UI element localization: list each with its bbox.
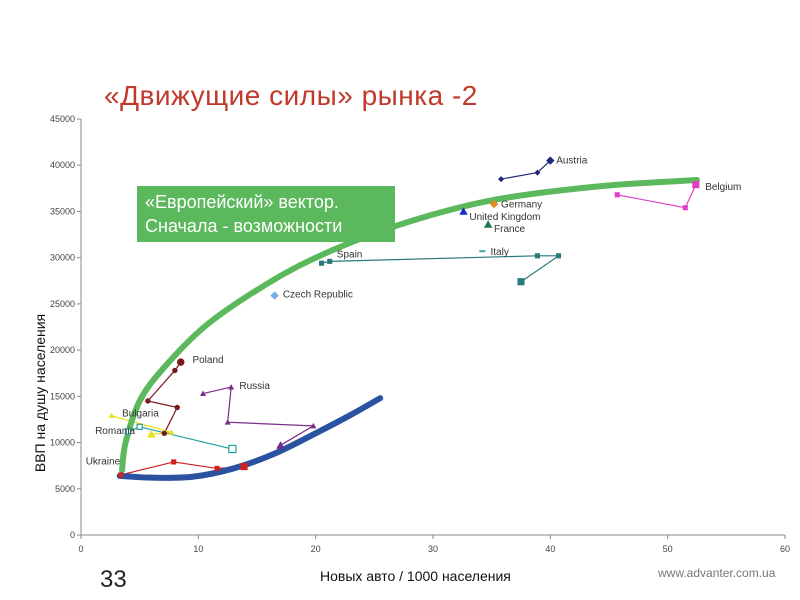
data-point-poland bbox=[161, 430, 168, 437]
series-line-belgium bbox=[617, 184, 697, 209]
data-point-belgium bbox=[682, 205, 688, 211]
x-tick-label: 40 bbox=[545, 544, 555, 554]
data-point-ukraine bbox=[240, 463, 248, 471]
data-point-germany bbox=[489, 199, 499, 209]
data-point-spain bbox=[327, 258, 333, 264]
y-tick-label: 25000 bbox=[50, 299, 75, 309]
series-markers bbox=[108, 156, 700, 478]
footer-url: www.advanter.com.ua bbox=[658, 566, 776, 580]
data-point-czech-republic bbox=[270, 291, 279, 300]
data-point-russia bbox=[228, 384, 235, 390]
x-axis-label: Новых авто / 1000 населения bbox=[320, 568, 511, 584]
data-point-romania bbox=[124, 428, 132, 435]
data-point-austria bbox=[534, 169, 541, 176]
y-tick-label: 15000 bbox=[50, 391, 75, 401]
series-line-austria bbox=[500, 160, 551, 180]
data-point-spain bbox=[318, 260, 325, 266]
data-point-bulgaria bbox=[147, 430, 156, 438]
series-label-russia: Russia bbox=[239, 381, 270, 392]
data-point-poland bbox=[145, 398, 151, 404]
data-point-united-kingdom bbox=[459, 207, 468, 215]
y-tick-label: 5000 bbox=[55, 484, 75, 494]
y-tick-label: 20000 bbox=[50, 345, 75, 355]
y-tick-label: 10000 bbox=[50, 438, 75, 448]
curve-european bbox=[119, 177, 700, 474]
data-point-romania bbox=[136, 423, 143, 430]
data-point-spain bbox=[517, 278, 525, 286]
data-point-poland bbox=[176, 358, 185, 366]
series-label-belgium: Belgium bbox=[705, 182, 741, 193]
data-point-russia bbox=[310, 422, 317, 429]
series-label-austria: Austria bbox=[556, 155, 588, 166]
data-point-austria bbox=[498, 176, 505, 183]
series-label-czech-republic: Czech Republic bbox=[283, 289, 353, 300]
data-point-ukraine bbox=[171, 459, 177, 465]
x-tick-label: 0 bbox=[78, 544, 83, 554]
data-point-romania bbox=[228, 444, 237, 454]
series-label-poland: Poland bbox=[192, 355, 223, 366]
chart-axes: 0 5000 10000 15000 20000 25000 30000 35000 40000… bbox=[50, 114, 790, 554]
callout-line-2: Сначала - возможности bbox=[145, 216, 343, 236]
annotation-curves bbox=[116, 177, 700, 481]
data-point-ukraine bbox=[118, 472, 124, 478]
x-tick-label: 60 bbox=[780, 544, 790, 554]
series-label-italy: Italy bbox=[490, 247, 508, 258]
slide-number: 33 bbox=[100, 566, 127, 593]
series-label-spain: Spain bbox=[337, 250, 363, 261]
data-point-italy bbox=[479, 250, 486, 253]
data-point-spain bbox=[534, 253, 540, 259]
y-tick-label: 35000 bbox=[50, 206, 75, 216]
series-label-romania: Romania bbox=[95, 426, 135, 437]
data-point-spain bbox=[555, 253, 562, 259]
data-point-austria bbox=[546, 156, 555, 165]
data-point-bulgaria bbox=[168, 429, 175, 435]
series-label-bulgaria: Bulgaria bbox=[122, 409, 159, 420]
y-tick-label: 0 bbox=[70, 530, 75, 540]
series-line-russia bbox=[202, 386, 316, 446]
y-tick-label: 40000 bbox=[50, 160, 75, 170]
series-line-romania bbox=[127, 426, 233, 450]
callout-line-1: «Европейский» вектор. bbox=[145, 192, 339, 212]
data-point-belgium bbox=[692, 181, 700, 189]
data-point-ukraine bbox=[214, 465, 220, 471]
slide-title: «Движущие силы» рынка -2 bbox=[104, 80, 478, 111]
data-point-france bbox=[483, 220, 493, 228]
x-tick-label: 20 bbox=[311, 544, 321, 554]
y-axis-label: ВВП на душу населения bbox=[32, 313, 48, 473]
data-point-belgium bbox=[614, 192, 620, 198]
series-label-united-kingdom: United Kingdom bbox=[469, 212, 540, 223]
y-tick-label: 45000 bbox=[50, 114, 75, 124]
data-point-russia bbox=[276, 441, 285, 449]
curve-domestic bbox=[116, 395, 384, 481]
series-label-france: France bbox=[494, 224, 526, 235]
series-label-germany: Germany bbox=[501, 200, 542, 211]
data-point-poland bbox=[174, 404, 180, 411]
european-vector-callout: «Европейский» вектор. Сначала - возможно… bbox=[137, 186, 395, 242]
data-point-poland bbox=[172, 367, 178, 374]
x-tick-label: 10 bbox=[193, 544, 203, 554]
data-point-bulgaria bbox=[108, 412, 115, 419]
data-point-russia bbox=[224, 419, 231, 425]
data-point-russia bbox=[200, 390, 207, 396]
x-tick-label: 30 bbox=[428, 544, 438, 554]
series-label-ukraine: Ukraine bbox=[86, 457, 121, 468]
y-tick-label: 30000 bbox=[50, 253, 75, 263]
x-tick-label: 50 bbox=[663, 544, 673, 554]
